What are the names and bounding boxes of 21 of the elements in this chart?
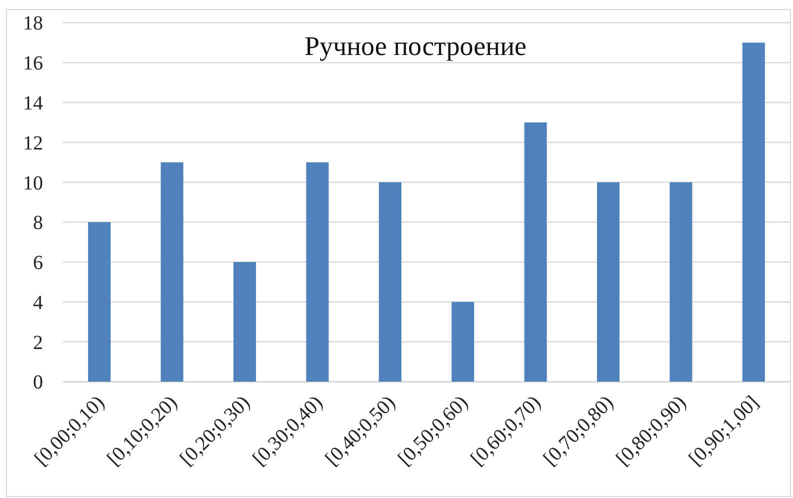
y-tick-label: 4 — [33, 292, 43, 314]
y-tick-label: 14 — [23, 92, 43, 114]
y-tick-label: 0 — [33, 372, 43, 394]
bar — [742, 42, 765, 382]
bar — [452, 302, 474, 382]
bar — [596, 182, 620, 382]
y-tick-label: 10 — [23, 172, 43, 194]
bar — [306, 162, 329, 382]
y-tick-label: 16 — [23, 52, 43, 75]
y-tick-label: 2 — [33, 332, 43, 354]
chart-title: Ручное построение — [304, 31, 527, 61]
bar — [378, 182, 402, 382]
bar — [670, 182, 692, 382]
bar — [233, 262, 256, 382]
y-tick-label: 6 — [33, 252, 43, 274]
bar — [88, 222, 111, 382]
bar — [524, 122, 547, 382]
bar — [160, 162, 184, 382]
y-tick-label: 12 — [23, 132, 43, 154]
y-tick-label: 18 — [23, 12, 43, 35]
y-tick-label: 8 — [33, 212, 43, 234]
